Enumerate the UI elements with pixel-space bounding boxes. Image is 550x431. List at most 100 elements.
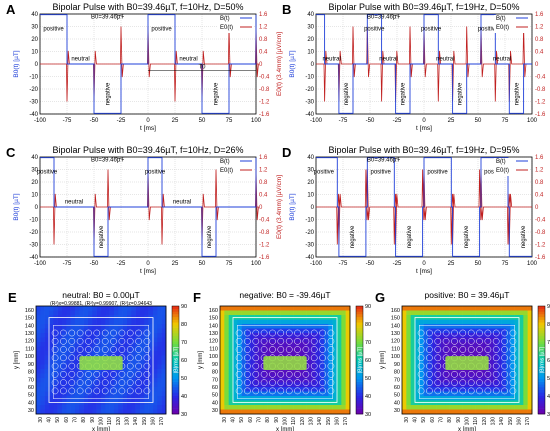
colorbar-tick-label: 70 [181, 340, 187, 346]
heatmap-cell [49, 342, 54, 347]
heatmap-cell [475, 387, 481, 392]
colorbar-cell [538, 343, 545, 347]
heatmap-cell [467, 382, 472, 388]
x-tick-label: -50 [90, 261, 99, 267]
heatmap-cell [332, 405, 338, 410]
heatmap-cell [332, 360, 338, 365]
heatmap-cell [272, 342, 277, 347]
heatmap-cell [432, 360, 437, 365]
heatmap-cell [527, 310, 533, 316]
well-circle [417, 370, 425, 378]
well-circle [509, 329, 517, 337]
colorbar-cell [356, 319, 363, 323]
colorbar-cell [356, 397, 363, 401]
heatmap-cell [109, 373, 115, 379]
region-label-neutral: neutral [379, 56, 397, 62]
heatmap-cell [220, 409, 225, 415]
heatmap-cell [488, 342, 494, 347]
heatmap-cell [436, 328, 442, 334]
heatmap-cell [220, 360, 225, 365]
heatmap-cell [519, 337, 524, 343]
heatmap-cell [506, 328, 511, 334]
y2-tick-label: 1.6 [535, 12, 544, 18]
series-b-line [316, 14, 532, 114]
heatmap-cell [88, 387, 93, 392]
colorbar-cell [172, 378, 179, 382]
heatmap-cell [109, 306, 115, 311]
heatmap-cell [263, 337, 268, 343]
well-circle [509, 346, 517, 353]
colorbar-cell [538, 411, 545, 415]
heatmap-cell [114, 405, 119, 410]
heatmap-cell [224, 364, 229, 370]
heatmap-cell [302, 346, 307, 352]
heatmap-cell [254, 306, 260, 311]
heatmap-cell [131, 369, 136, 374]
heatmap-cell [272, 409, 277, 415]
heatmap-cell [306, 369, 312, 374]
heatmap-cell [36, 364, 41, 370]
heatmap-cell [467, 328, 472, 334]
heatmap-cell [246, 387, 251, 392]
colorbar-cell [538, 389, 545, 393]
heatmap-cell [523, 351, 528, 356]
heatmap-cell [220, 369, 225, 374]
heatmap-cell [83, 409, 89, 415]
y-tick-label: 100 [25, 354, 34, 360]
well-circle [126, 346, 134, 353]
x-tick-label: -75 [63, 261, 72, 267]
heatmap-cell [144, 328, 149, 334]
heatmap-cell [70, 373, 76, 379]
well-circle [126, 354, 134, 362]
heatmap-cell [135, 337, 141, 343]
y2-tick-label: -0.4 [259, 75, 270, 81]
heatmap-cell [289, 387, 294, 392]
heatmap-cell [458, 391, 463, 397]
colorbar-cell [538, 346, 545, 350]
heatmap-cell [267, 333, 273, 338]
heatmap-cell [53, 364, 58, 370]
heatmap-cell [441, 351, 446, 356]
region-label-positive: positive [314, 169, 335, 175]
heatmap-cell [484, 310, 489, 316]
heatmap-cell [276, 342, 281, 347]
x-tick-label: 90 [274, 417, 280, 423]
heatmap-cell [510, 382, 515, 388]
heatmap-cell [157, 355, 162, 361]
heatmap-cell [527, 346, 533, 352]
y-tick-label: 40 [307, 155, 314, 161]
heatmap-cell [241, 337, 247, 343]
heatmap-cell [527, 324, 533, 329]
well-circle [417, 387, 425, 395]
x-tick-label: 30 [404, 417, 410, 423]
heatmap-cell [254, 387, 260, 392]
heatmap-cell [241, 369, 247, 374]
heatmap-cell [510, 351, 515, 356]
heatmap-cell [506, 378, 511, 383]
heatmap-cell [53, 405, 58, 410]
heatmap-cell [263, 346, 268, 352]
colorbar-cell [538, 408, 545, 412]
well-circle [476, 370, 483, 378]
heatmap-cell [467, 337, 472, 343]
heatmap-cell [428, 400, 433, 406]
region-label-negative: negative [401, 82, 407, 105]
y-tick-label: 40 [31, 155, 38, 161]
heatmap-cell [263, 400, 268, 406]
heatmap-cell [250, 310, 255, 316]
heatmap-cell [423, 378, 429, 383]
heatmap-cell [135, 306, 141, 311]
heatmap-cell [92, 391, 97, 397]
heatmap-cell [70, 351, 76, 356]
heatmap-cell [44, 337, 50, 343]
heatmap-cell [70, 310, 76, 316]
heatmap-cell [488, 306, 494, 311]
heatmap-cell [70, 387, 76, 392]
heatmap-cell [488, 391, 494, 397]
heatmap-cell [280, 387, 286, 392]
heatmap-cell [436, 310, 442, 316]
heatmap-cell [272, 351, 277, 356]
heatmap-cell [497, 351, 502, 356]
heatmap-cell [471, 382, 476, 388]
heatmap-cell [324, 342, 329, 347]
